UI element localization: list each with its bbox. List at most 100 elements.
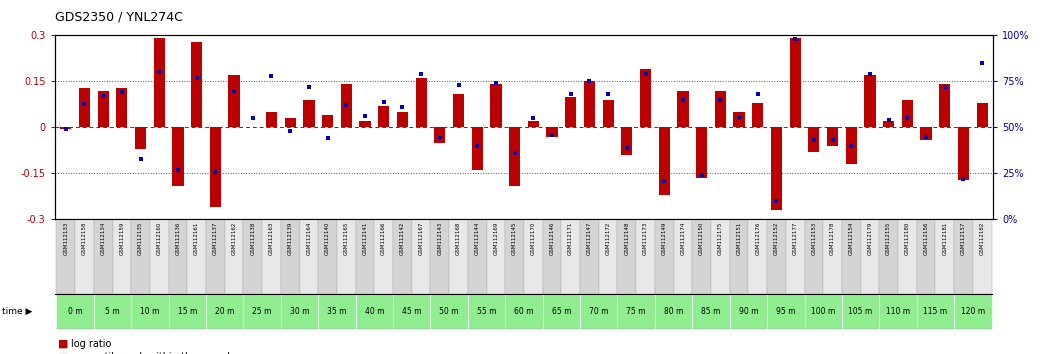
Bar <box>917 219 936 294</box>
Bar <box>378 106 389 127</box>
Text: GSM112151: GSM112151 <box>736 222 742 255</box>
Text: GSM112148: GSM112148 <box>624 222 629 255</box>
Text: 15 m: 15 m <box>177 307 197 316</box>
Text: GSM112171: GSM112171 <box>569 222 573 255</box>
Text: 60 m: 60 m <box>514 307 534 316</box>
Bar <box>655 219 673 294</box>
Bar <box>131 294 169 329</box>
Text: GSM112179: GSM112179 <box>868 222 873 255</box>
Bar <box>210 127 221 207</box>
Bar <box>224 219 243 294</box>
Bar <box>93 294 131 329</box>
Bar <box>191 41 202 127</box>
Bar <box>580 294 618 329</box>
Bar <box>920 127 932 140</box>
Text: 85 m: 85 m <box>702 307 721 316</box>
Bar <box>487 219 506 294</box>
Text: 45 m: 45 m <box>402 307 422 316</box>
Bar <box>76 219 93 294</box>
Text: GSM112180: GSM112180 <box>905 222 909 255</box>
Bar <box>243 294 281 329</box>
Text: GSM112142: GSM112142 <box>400 222 405 255</box>
Bar <box>692 219 711 294</box>
Bar <box>659 127 670 195</box>
Text: 120 m: 120 m <box>961 307 985 316</box>
Bar <box>430 294 468 329</box>
Bar <box>265 112 277 127</box>
Text: GSM112178: GSM112178 <box>830 222 835 255</box>
Text: GSM112161: GSM112161 <box>194 222 199 255</box>
Text: ■: ■ <box>58 352 68 354</box>
Bar <box>711 219 730 294</box>
Bar <box>939 85 950 127</box>
Text: 0 m: 0 m <box>68 307 83 316</box>
Bar <box>393 294 430 329</box>
Text: 95 m: 95 m <box>776 307 795 316</box>
Bar <box>767 219 786 294</box>
Text: 100 m: 100 m <box>811 307 835 316</box>
Bar <box>434 127 446 143</box>
Bar <box>805 219 823 294</box>
Bar <box>845 127 857 164</box>
Text: GSM112176: GSM112176 <box>755 222 761 255</box>
Bar <box>506 219 523 294</box>
Bar <box>135 127 146 149</box>
Bar <box>917 294 955 329</box>
Text: 105 m: 105 m <box>849 307 873 316</box>
Bar <box>584 81 595 127</box>
Text: GSM112165: GSM112165 <box>344 222 349 255</box>
Bar <box>955 219 972 294</box>
Text: GSM112141: GSM112141 <box>363 222 367 255</box>
Bar <box>580 219 599 294</box>
Bar <box>430 219 449 294</box>
Text: GSM112138: GSM112138 <box>251 222 255 255</box>
Bar <box>243 219 262 294</box>
Text: GSM112152: GSM112152 <box>774 222 779 255</box>
Bar <box>958 127 969 179</box>
Bar <box>771 127 783 210</box>
Bar <box>808 127 819 152</box>
Text: GSM112170: GSM112170 <box>531 222 536 255</box>
Bar <box>697 127 707 178</box>
Bar <box>752 103 764 127</box>
Bar <box>748 219 767 294</box>
Bar <box>318 219 337 294</box>
Text: GSM112133: GSM112133 <box>63 222 68 255</box>
Bar <box>842 219 860 294</box>
Text: 50 m: 50 m <box>440 307 458 316</box>
Bar <box>60 127 71 129</box>
Text: GSM112135: GSM112135 <box>138 222 143 255</box>
Text: GSM112168: GSM112168 <box>456 222 461 255</box>
Bar <box>542 294 580 329</box>
Text: GSM112150: GSM112150 <box>699 222 704 255</box>
Text: 75 m: 75 m <box>626 307 646 316</box>
Bar <box>206 294 243 329</box>
Bar <box>449 219 468 294</box>
Bar <box>360 121 370 127</box>
Text: GSM112157: GSM112157 <box>961 222 966 255</box>
Text: GSM112158: GSM112158 <box>82 222 87 255</box>
Text: GSM112144: GSM112144 <box>475 222 479 255</box>
Text: GSM112134: GSM112134 <box>101 222 106 255</box>
Text: log ratio: log ratio <box>71 339 111 349</box>
Bar <box>523 219 542 294</box>
Bar <box>790 39 800 127</box>
Bar <box>767 294 805 329</box>
Text: GSM112140: GSM112140 <box>325 222 330 255</box>
Bar <box>356 219 374 294</box>
Bar <box>453 94 464 127</box>
Bar <box>692 294 730 329</box>
Text: 20 m: 20 m <box>215 307 234 316</box>
Bar <box>169 219 188 294</box>
Text: GSM112166: GSM112166 <box>381 222 386 255</box>
Bar <box>936 219 955 294</box>
Text: percentile rank within the sample: percentile rank within the sample <box>71 352 236 354</box>
Bar <box>472 127 483 170</box>
Bar <box>57 219 76 294</box>
Bar <box>673 219 692 294</box>
Text: GSM112167: GSM112167 <box>419 222 424 255</box>
Bar <box>547 127 558 137</box>
Text: GSM112175: GSM112175 <box>718 222 723 255</box>
Bar <box>678 91 688 127</box>
Bar <box>415 78 427 127</box>
